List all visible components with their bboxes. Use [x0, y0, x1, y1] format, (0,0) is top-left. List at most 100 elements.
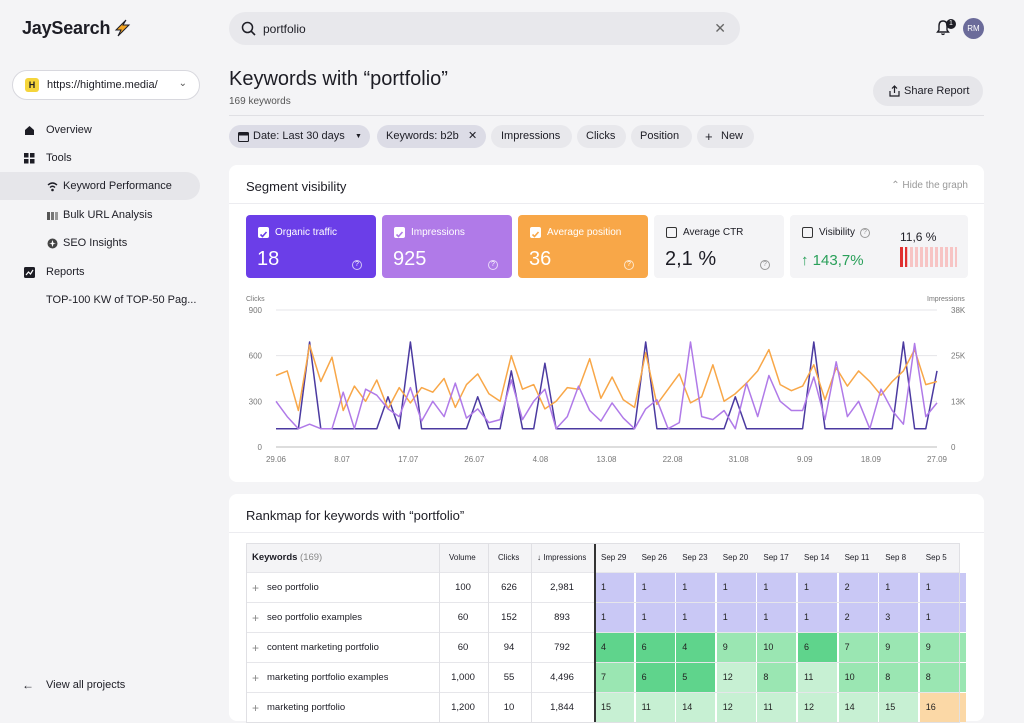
rank-cell[interactable]: 4	[676, 633, 717, 662]
rank-cell[interactable]: 1	[676, 573, 717, 602]
sidebar-item-seo-insights[interactable]: SEO Insights	[0, 229, 200, 257]
rank-cell[interactable]: 1	[919, 573, 960, 602]
help-icon[interactable]: ?	[624, 260, 634, 270]
expand-row-icon[interactable]: +	[252, 701, 260, 715]
table-row[interactable]: + marketing portfolio 1,200 10 1,844 15 11 14 12…	[246, 693, 967, 723]
column-header-date[interactable]: Sep 14	[804, 553, 830, 562]
rank-cell[interactable]: 3	[879, 603, 920, 632]
sidebar-item-reports[interactable]: Reports	[0, 258, 200, 286]
rank-cell[interactable]: 12	[716, 693, 757, 722]
rank-cell[interactable]: 1	[676, 603, 717, 632]
rank-cell[interactable]: 1	[595, 573, 635, 602]
column-header-date[interactable]: Sep 23	[682, 553, 708, 562]
rank-cell[interactable]: 15	[879, 693, 920, 722]
rank-cell[interactable]: 7	[838, 633, 879, 662]
rank-cell[interactable]: 11	[798, 663, 838, 692]
table-row[interactable]: + marketing portfolio examples 1,000 55 4,49…	[246, 663, 967, 693]
filter-date[interactable]: Date: Last 30 days ▼	[229, 125, 370, 148]
metric-average-ctr[interactable]: Average CTR 2,1 % ?	[654, 215, 784, 278]
rank-cell[interactable]: 1	[716, 573, 757, 602]
rank-cell[interactable]: 9	[716, 633, 757, 662]
checkbox-checked-icon[interactable]	[394, 227, 405, 238]
rank-cell[interactable]: 12	[716, 663, 757, 692]
column-header-date[interactable]: Sep 26	[641, 553, 667, 562]
rank-cell[interactable]: 1	[635, 573, 676, 602]
rank-cell[interactable]: 12	[798, 693, 838, 722]
metric-impressions[interactable]: Impressions 925 ?	[382, 215, 512, 278]
filter-impressions[interactable]: Impressions	[491, 125, 572, 148]
rank-cell[interactable]: 2	[838, 573, 879, 602]
rank-cell[interactable]: 11	[757, 693, 798, 722]
rank-cell[interactable]: 15	[595, 693, 635, 722]
column-header-date[interactable]: Sep 29	[601, 553, 627, 562]
metric-visibility[interactable]: Visibility ? ↑ 143,7% 11,6 %	[790, 215, 968, 278]
sidebar-item-keyword-performance[interactable]: Keyword Performance	[0, 172, 200, 200]
sidebar-item-report-top100[interactable]: TOP-100 KW of TOP-50 Pag...	[0, 286, 200, 314]
help-icon[interactable]: ?	[352, 260, 362, 270]
bell-icon[interactable]	[936, 20, 950, 36]
sidebar-item-overview[interactable]: Overview	[0, 116, 200, 144]
close-icon[interactable]: ✕	[714, 20, 726, 36]
expand-row-icon[interactable]: +	[252, 581, 260, 595]
checkbox-checked-icon[interactable]	[258, 227, 269, 238]
filter-clicks[interactable]: Clicks	[577, 125, 626, 148]
search-input[interactable]: portfolio	[263, 22, 306, 36]
add-filter-button[interactable]: + New	[697, 125, 754, 148]
rank-cell[interactable]: 2	[838, 603, 879, 632]
checkbox-unchecked-icon[interactable]	[802, 227, 813, 238]
rank-cell[interactable]: 1	[798, 573, 838, 602]
rank-cell[interactable]: 8	[757, 663, 798, 692]
column-header-impressions[interactable]: ↓ Impressions	[537, 553, 587, 562]
help-icon[interactable]: ?	[860, 228, 870, 238]
table-row[interactable]: + seo portfolio examples 60 152 893 1 1 1 1 1 1 2 3 1	[246, 603, 967, 633]
metric-organic-traffic[interactable]: Organic traffic 18 ?	[246, 215, 376, 278]
rank-cell[interactable]: 1	[879, 573, 920, 602]
rank-cell[interactable]: 1	[757, 603, 798, 632]
filter-position[interactable]: Position	[631, 125, 692, 148]
rank-cell[interactable]: 8	[919, 663, 960, 692]
sidebar-item-bulk-url-analysis[interactable]: Bulk URL Analysis	[0, 201, 200, 229]
table-row[interactable]: + seo portfolio 100 626 2,981 1 1 1 1 1 1 2 1 1	[246, 573, 967, 603]
remove-filter-icon[interactable]: ✕	[468, 130, 478, 142]
column-header-date[interactable]: Sep 8	[885, 553, 907, 562]
rank-cell[interactable]: 1	[757, 573, 798, 602]
rank-cell[interactable]: 6	[635, 633, 676, 662]
rank-cell[interactable]: 10	[838, 663, 879, 692]
hide-graph-button[interactable]: ⌃ Hide the graph	[891, 180, 968, 191]
rank-cell[interactable]: 1	[716, 603, 757, 632]
rank-cell[interactable]: 4	[595, 633, 635, 662]
checkbox-checked-icon[interactable]	[530, 227, 541, 238]
app-logo[interactable]: JaySearch	[22, 18, 111, 38]
rank-cell[interactable]: 14	[676, 693, 717, 722]
search-bar[interactable]: portfolio ✕	[229, 12, 740, 45]
expand-row-icon[interactable]: +	[252, 641, 260, 655]
help-icon[interactable]: ?	[760, 260, 770, 270]
expand-row-icon[interactable]: +	[252, 671, 260, 685]
project-selector[interactable]: H https://hightime.media/ ⌄	[12, 70, 200, 100]
rank-cell[interactable]: 5	[676, 663, 717, 692]
share-report-button[interactable]: Share Report	[873, 76, 983, 106]
rank-cell[interactable]: 8	[879, 663, 920, 692]
column-header-clicks[interactable]: Clicks	[498, 553, 520, 562]
rank-cell[interactable]: 1	[635, 603, 676, 632]
rank-cell[interactable]: 14	[838, 693, 879, 722]
rank-cell[interactable]: 11	[635, 693, 676, 722]
rank-cell[interactable]: 16	[919, 693, 960, 722]
filter-keywords[interactable]: Keywords: b2b ✕	[377, 125, 486, 148]
avatar[interactable]: RM	[963, 18, 984, 39]
expand-row-icon[interactable]: +	[252, 611, 260, 625]
rank-cell[interactable]: 7	[595, 663, 635, 692]
metric-average-position[interactable]: Average position 36 ?	[518, 215, 648, 278]
rank-cell[interactable]: 1	[919, 603, 960, 632]
sidebar-item-tools[interactable]: Tools	[0, 144, 200, 172]
column-header-volume[interactable]: Volume	[449, 553, 476, 562]
table-row[interactable]: + content marketing portfolio 60 94 792 4 6 4 9 1…	[246, 633, 967, 663]
column-header-date[interactable]: Sep 20	[722, 553, 749, 562]
checkbox-unchecked-icon[interactable]	[666, 227, 677, 238]
rank-cell[interactable]: 9	[919, 633, 960, 662]
column-header-date[interactable]: Sep 17	[763, 553, 789, 562]
column-header-date[interactable]: Sep 5	[925, 553, 947, 562]
column-header-date[interactable]: Sep 11	[844, 553, 870, 562]
column-header-keywords[interactable]: Keywords (169)	[252, 552, 323, 563]
rank-cell[interactable]: 9	[879, 633, 920, 662]
